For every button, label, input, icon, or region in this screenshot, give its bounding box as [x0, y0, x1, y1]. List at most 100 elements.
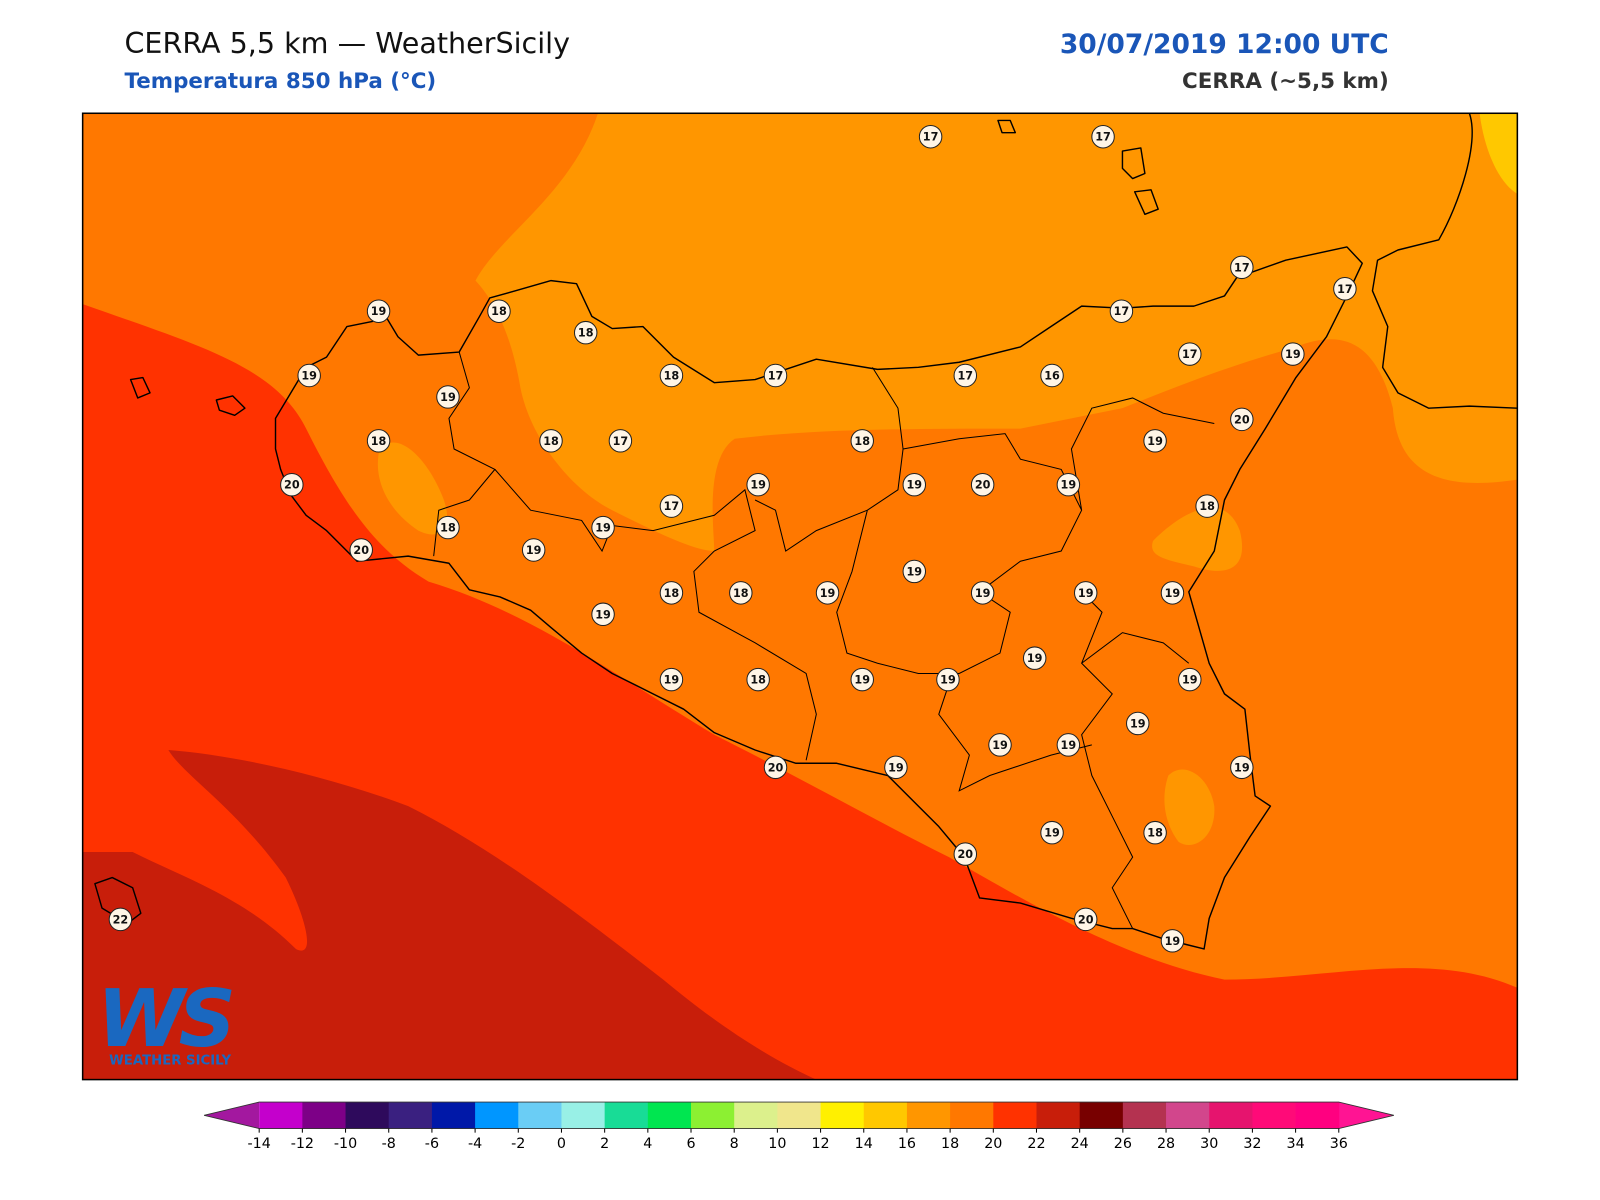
station-value: 20	[284, 479, 300, 492]
station: 18	[366, 429, 391, 453]
station-marker	[659, 363, 684, 388]
colorbar-segment	[950, 1102, 994, 1129]
station-marker	[763, 363, 788, 388]
station-value: 19	[940, 674, 956, 687]
colorbar-tick-label: 8	[730, 1136, 739, 1152]
station-marker	[659, 581, 684, 605]
colorbar-tick-label: 16	[898, 1136, 916, 1152]
colorbar-tick-label: 30	[1200, 1136, 1218, 1152]
station: 19	[1143, 429, 1167, 453]
station-value: 19	[595, 608, 611, 621]
station: 18	[1143, 820, 1167, 845]
subtitle: Temperatura 850 hPa (°C)	[124, 69, 436, 94]
station: 17	[1109, 299, 1134, 323]
station: 18	[539, 429, 563, 453]
station-value: 19	[1130, 717, 1146, 730]
station-marker	[487, 299, 511, 323]
colorbar-tick-label: 36	[1330, 1136, 1348, 1152]
station: 18	[659, 581, 684, 605]
station-marker	[1040, 363, 1064, 388]
station-marker	[1178, 667, 1202, 692]
colorbar-segment	[604, 1102, 649, 1129]
station-value: 18	[440, 522, 456, 535]
colorbar-over	[1338, 1102, 1394, 1129]
station-marker	[850, 429, 874, 453]
station-value: 18	[664, 370, 680, 383]
colorbar-segment	[431, 1102, 476, 1129]
station: 19	[591, 515, 615, 540]
station: 17	[659, 494, 684, 518]
station-marker	[521, 538, 546, 562]
station: 17	[918, 125, 943, 149]
station-marker	[746, 472, 770, 497]
station: 19	[297, 363, 321, 388]
station-marker	[746, 667, 770, 692]
station-value: 19	[906, 565, 922, 578]
island	[997, 119, 1017, 134]
station-marker	[936, 667, 960, 692]
station-value: 20	[1234, 413, 1250, 426]
station: 19	[815, 581, 840, 605]
colorbar-tick-label: 12	[811, 1136, 829, 1152]
station: 20	[280, 472, 304, 497]
station: 20	[349, 538, 373, 562]
station: 17	[1091, 125, 1115, 149]
logo-mark: WS	[97, 972, 232, 1065]
station-marker	[850, 667, 874, 692]
map-frame	[81, 112, 1519, 1081]
island	[215, 395, 246, 417]
station: 18	[436, 515, 460, 540]
station-marker	[1091, 125, 1115, 149]
station: 18	[1195, 494, 1219, 518]
station-marker	[1022, 646, 1047, 670]
colorbar-tick-label: -8	[382, 1136, 396, 1152]
station-value: 18	[371, 435, 387, 448]
station-marker	[349, 538, 373, 562]
station-value: 19	[888, 761, 904, 774]
colorbar-segment	[1079, 1102, 1124, 1129]
station: 19	[1040, 820, 1064, 845]
station: 18	[573, 320, 598, 345]
colorbar-segment	[1295, 1102, 1340, 1129]
colorbar-segment	[475, 1102, 519, 1129]
station-value: 19	[975, 587, 991, 600]
station-value: 20	[975, 479, 991, 492]
colorbar-tick-label: 10	[768, 1136, 786, 1152]
station: 18	[729, 581, 753, 605]
station-marker	[1160, 929, 1185, 953]
station-value: 20	[1078, 913, 1094, 926]
station-marker	[591, 515, 615, 540]
station-value: 17	[613, 435, 629, 448]
colorbar-segment	[388, 1102, 433, 1129]
station: 17	[953, 363, 978, 388]
station-value: 19	[371, 305, 387, 318]
field-22-24	[82, 750, 817, 1080]
station-marker	[573, 320, 598, 345]
colorbar-segment	[518, 1102, 562, 1129]
station-value: 19	[1027, 652, 1043, 665]
colorbar-tick-label: 28	[1157, 1136, 1175, 1152]
station: 19	[1056, 733, 1081, 757]
station: 19	[521, 538, 546, 562]
station: 18	[659, 363, 684, 388]
station: 19	[884, 755, 908, 780]
station-value: 19	[854, 674, 870, 687]
station-value: 19	[820, 587, 836, 600]
colorbar-tick-label: 26	[1114, 1136, 1132, 1152]
station: 19	[902, 472, 927, 497]
field-16-18	[377, 442, 448, 535]
station: 19	[1126, 711, 1150, 736]
station-marker	[108, 907, 133, 932]
station: 16	[1040, 363, 1064, 388]
station: 17	[1333, 277, 1357, 301]
station-value: 20	[768, 761, 784, 774]
colorbar-tick-label: 4	[643, 1136, 652, 1152]
colorbar-tick-label: 6	[686, 1136, 695, 1152]
station-marker	[1056, 733, 1081, 757]
colorbar-segment	[906, 1102, 951, 1129]
station: 19	[436, 385, 460, 409]
station: 18	[746, 667, 770, 692]
colorbar-segment	[1252, 1102, 1297, 1129]
station-marker	[539, 429, 563, 453]
station-value: 19	[1234, 761, 1250, 774]
